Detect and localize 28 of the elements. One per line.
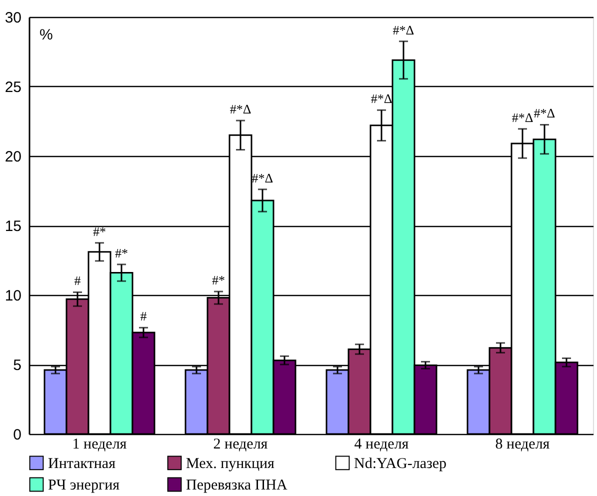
data-label: #	[74, 273, 82, 288]
legend-label: Nd:YAG-лазер	[354, 456, 447, 472]
x-tick-label: 8 неделя	[495, 436, 550, 452]
legend-label: Мех. пункция	[186, 456, 274, 472]
y-axis-title: %	[40, 26, 53, 44]
data-label: #*	[93, 224, 106, 239]
y-tick-label: 30	[4, 10, 22, 26]
x-tick-label: 2 неделя	[213, 436, 268, 452]
data-label: #*Δ	[512, 110, 534, 125]
y-tick-label: 15	[4, 218, 22, 235]
x-tick-label: 4 неделя	[354, 436, 409, 452]
y-tick-label: 5	[13, 357, 22, 374]
data-label: #*Δ	[370, 91, 392, 106]
y-tick-label: 0	[13, 426, 22, 444]
data-label: #*	[114, 245, 128, 260]
data-label: #	[140, 308, 148, 324]
data-label: #*Δ	[230, 102, 252, 117]
y-tick-label: 25	[4, 79, 22, 96]
legend-label: Перевязка ПНА	[186, 478, 288, 494]
legend-label: Интактная	[48, 456, 116, 472]
legend-label: РЧ энергия	[48, 478, 120, 494]
data-label: #*	[212, 272, 226, 288]
data-label: #*Δ	[252, 170, 274, 186]
x-tick-label: 1 неделя	[72, 436, 127, 452]
y-tick-label: 20	[4, 148, 22, 166]
data-label: #*Δ	[534, 106, 556, 121]
data-label: #*Δ	[392, 22, 414, 38]
y-tick-label: 10	[4, 288, 22, 304]
